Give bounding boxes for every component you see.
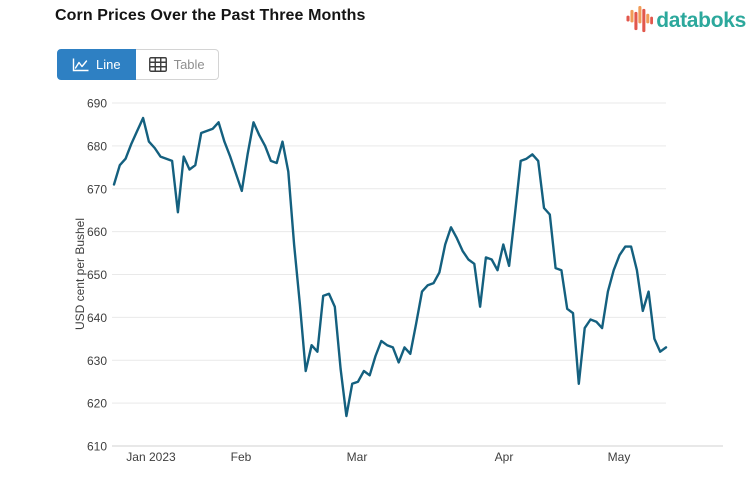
view-toggle: Line Table xyxy=(57,49,219,80)
x-tick-label: Jan 2023 xyxy=(126,450,176,464)
table-view-button[interactable]: Table xyxy=(135,49,219,80)
y-tick-label: 620 xyxy=(87,397,107,411)
y-tick-label: 630 xyxy=(87,354,107,368)
page-title: Corn Prices Over the Past Three Months xyxy=(55,7,366,24)
x-tick-label: May xyxy=(608,450,631,464)
brand-logo: databoks xyxy=(626,5,746,36)
y-tick-label: 610 xyxy=(87,440,107,454)
table-icon xyxy=(148,57,167,72)
y-tick-label: 690 xyxy=(87,97,107,111)
brand-name: databoks xyxy=(656,8,746,32)
y-axis-title: USD cent per Bushel xyxy=(73,218,87,330)
line-chart-icon xyxy=(72,58,89,71)
x-tick-label: Mar xyxy=(347,450,368,464)
line-view-label: Line xyxy=(96,57,121,72)
x-tick-label: Apr xyxy=(495,450,514,464)
databoks-logo-icon xyxy=(626,6,654,33)
table-view-label: Table xyxy=(173,57,205,72)
y-tick-label: 640 xyxy=(87,311,107,325)
price-line xyxy=(112,116,668,418)
y-tick-label: 670 xyxy=(87,182,107,196)
y-tick-label: 660 xyxy=(87,225,107,239)
y-tick-label: 680 xyxy=(87,139,107,153)
y-tick-label: 650 xyxy=(87,268,107,282)
line-view-button[interactable]: Line xyxy=(57,49,136,80)
x-tick-label: Feb xyxy=(231,450,252,464)
